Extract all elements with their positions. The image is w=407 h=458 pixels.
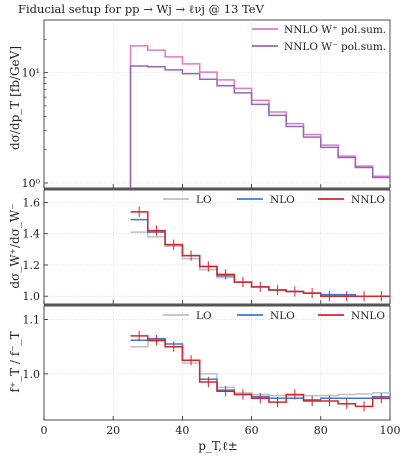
x-tick-label: 100 [380,424,401,437]
y-tick-label: 1.6 [23,196,41,209]
legend-label: NLO [270,310,295,322]
x-tick-label: 20 [106,424,120,437]
panel-top: 10⁰ 10¹ NNLO W⁺ pol.sum. NNLO W⁻ pol.sum. [22,19,391,190]
legend-label: NNLO W⁺ pol.sum. [284,24,386,36]
ylabel-top: dσ/dp_T [fb/GeV] [8,46,22,150]
legend: LO NLO NNLO [163,194,385,206]
series-lo [130,340,390,397]
y-tick-label: 1.2 [23,259,41,272]
series-nlo [130,337,390,401]
y-tick-label: 1.4 [23,228,41,241]
x-tick-label: 0 [41,424,48,437]
chart-title: Fiducial setup for pp → Wj → ℓνj @ 13 Te… [18,2,265,16]
legend-label: NNLO [351,310,385,322]
series-nnlo [130,335,390,408]
y-tick-label: 10⁰ [22,177,41,190]
legend-label: LO [196,194,212,206]
y-tick-label: 1.0 [23,368,41,381]
xlabel: p_T,ℓ± [198,439,238,453]
legend: NNLO W⁺ pol.sum. NNLO W⁻ pol.sum. [252,24,386,53]
y-tick-label: 1.1 [23,314,41,327]
legend-label: NLO [270,194,295,206]
y-tick-label: 1.0 [23,290,41,303]
series-nnlo-w-pol-sum- [129,45,390,188]
legend: LO NLO NNLO [163,310,385,322]
x-tick-label: 40 [175,424,189,437]
ylabel-middle: dσ_W⁺/dσ_W⁻ [8,203,22,288]
panel-ratio-wpm: 1.0 1.2 1.4 1.6 LO NLO NNLO [23,189,391,305]
panel-ratio-ft: 1.0 1.1 0 20 40 60 80 100 LO NLO NNLO [23,305,401,437]
ylabel-bottom: f⁺_T / f⁻_T [8,331,22,392]
series-nnlo-w-pol-sum- [129,65,390,188]
legend-label: LO [196,310,212,322]
y-tick-label: 10¹ [22,67,40,80]
x-tick-label: 80 [314,424,328,437]
legend-label: NNLO [351,194,385,206]
x-tick-label: 60 [245,424,259,437]
legend-label: NNLO W⁻ pol.sum. [284,41,386,53]
series-nnlo [130,211,390,297]
plot-frame [43,189,391,305]
